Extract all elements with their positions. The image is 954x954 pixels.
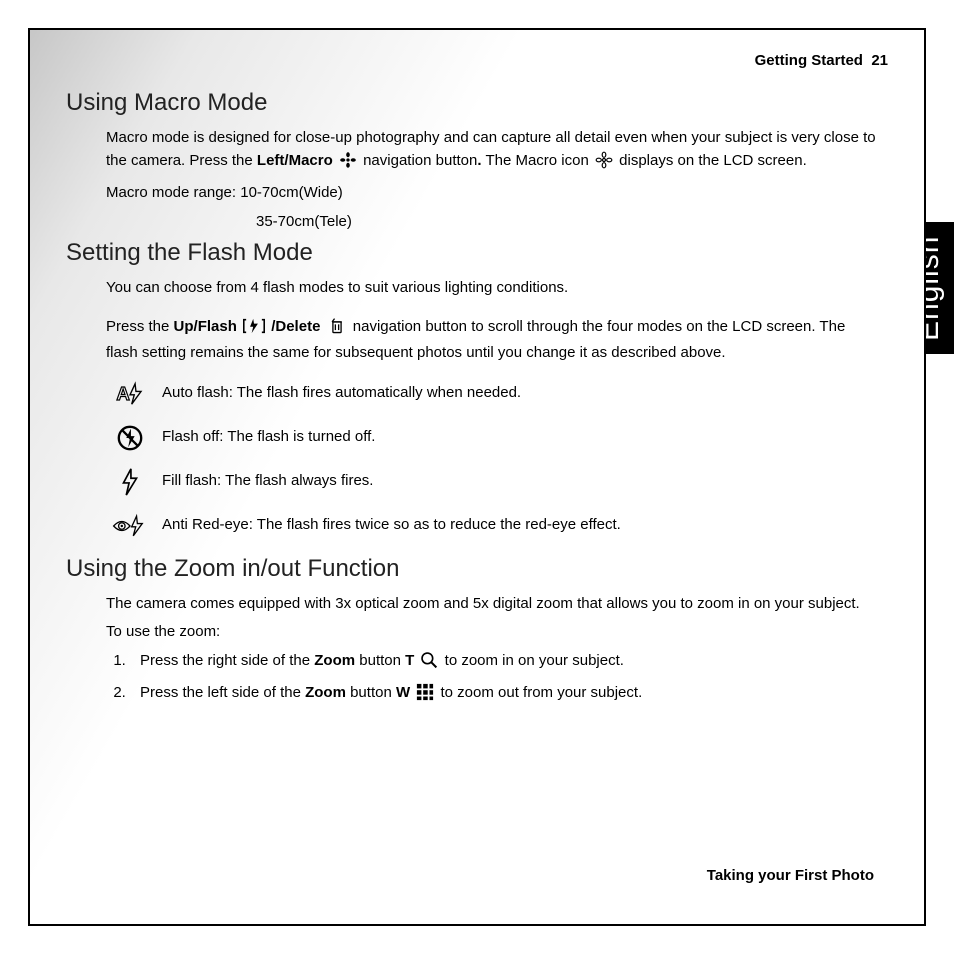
flash-body: You can choose from 4 flash modes to sui… [106, 277, 880, 541]
w-label: W [396, 684, 410, 701]
fill-flash-desc: Fill flash: The flash always fires. [162, 470, 373, 493]
zoom-steps: Press the right side of the Zoom button … [130, 650, 880, 709]
auto-flash-icon: A [106, 379, 154, 409]
flash-mode-auto: A Auto flash: The flash fires automatica… [106, 379, 880, 409]
flash-intro: You can choose from 4 flash modes to sui… [106, 277, 880, 300]
header-section: Getting Started [755, 52, 863, 69]
zoom-label-1: Zoom [314, 652, 355, 669]
zoom-heading: Using the Zoom in/out Function [66, 555, 888, 583]
macro-text-b: navigation button [363, 152, 477, 169]
up-flash-label: Up/Flash [174, 318, 237, 335]
delete-label: /Delete [271, 318, 320, 335]
flash-off-desc: Flash off: The flash is turned off. [162, 426, 375, 449]
macro-body: Macro mode is designed for close-up phot… [106, 127, 880, 233]
zoom2-text-c: to zoom out from your subject. [440, 684, 642, 701]
zoom-step-out: Press the left side of the Zoom button W… [130, 682, 880, 709]
flower-outline-icon [595, 151, 613, 177]
zoom1-text-c: to zoom in on your subject. [445, 652, 624, 669]
macro-bold-dot: . [477, 152, 481, 169]
fill-flash-icon [106, 467, 154, 497]
flash-mode-off: Flash off: The flash is turned off. [106, 423, 880, 453]
flash-off-icon [106, 423, 154, 453]
flash-mode-redeye: Anti Red-eye: The flash fires twice so a… [106, 511, 880, 541]
flash-heading: Setting the Flash Mode [66, 239, 888, 267]
flash-bracket-icon [243, 317, 265, 343]
svg-text:A: A [116, 382, 129, 403]
zoom-body: The camera comes equipped with 3x optica… [106, 593, 880, 709]
magnifier-icon [420, 651, 438, 677]
page-header: Getting Started 21 [66, 52, 888, 69]
header-page-number: 21 [871, 52, 888, 69]
macro-heading: Using Macro Mode [66, 89, 888, 117]
flash-text-a: Press the [106, 318, 174, 335]
content-frame: Getting Started 21 Using Macro Mode Macr… [28, 28, 926, 926]
macro-text-c: The Macro icon [485, 152, 593, 169]
page-root: English Getting Started 21 Using Macro M… [0, 0, 954, 954]
flash-mode-fill: Fill flash: The flash always fires. [106, 467, 880, 497]
flash-instructions: Press the Up/Flash /Delete navigation bu… [106, 316, 880, 365]
macro-range-wide: Macro mode range: 10-70cm(Wide) [106, 182, 880, 205]
macro-range-tele: 35-70cm(Tele) [256, 211, 880, 234]
left-macro-label: Left/Macro [257, 152, 333, 169]
zoom2-text-b: button [350, 684, 396, 701]
macro-paragraph: Macro mode is designed for close-up phot… [106, 127, 880, 176]
redeye-icon [106, 511, 154, 541]
footer-label: Taking your First Photo [707, 867, 874, 884]
zoom-step-in: Press the right side of the Zoom button … [130, 650, 880, 677]
zoom-label-2: Zoom [305, 684, 346, 701]
grid-wide-icon [416, 683, 434, 709]
auto-flash-desc: Auto flash: The flash fires automaticall… [162, 382, 521, 405]
zoom1-text-a: Press the right side of the [140, 652, 314, 669]
delete-icon [327, 317, 347, 343]
zoom-touse: To use the zoom: [106, 621, 880, 644]
redeye-desc: Anti Red-eye: The flash fires twice so a… [162, 514, 621, 537]
macro-text-d: displays on the LCD screen. [619, 152, 807, 169]
zoom2-text-a: Press the left side of the [140, 684, 305, 701]
zoom1-text-b: button [359, 652, 405, 669]
t-label: T [405, 652, 414, 669]
zoom-intro: The camera comes equipped with 3x optica… [106, 593, 880, 616]
flower-macro-icon [339, 151, 357, 177]
